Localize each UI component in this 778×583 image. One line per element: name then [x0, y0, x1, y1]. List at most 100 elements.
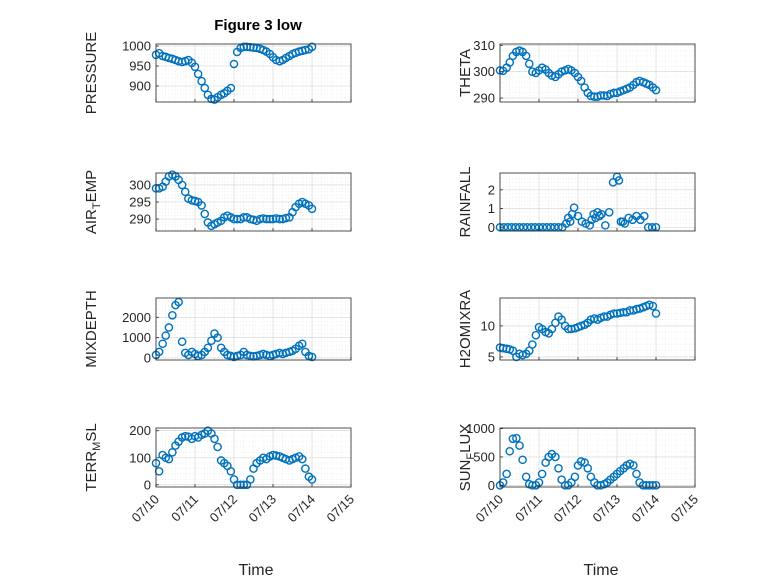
figure-title: Figure 3 low: [214, 17, 302, 34]
y-tick-label: 950: [129, 59, 151, 74]
data-point: [614, 176, 624, 185]
y-tick-label: 5: [488, 349, 495, 364]
plot-area: [500, 173, 695, 231]
data-point: [190, 62, 200, 72]
y-tick-label: 100: [129, 450, 151, 465]
data-point: [197, 76, 206, 86]
data-point: [239, 480, 249, 490]
subplot-air-temp: 290 295 300 AIRTEMP: [83, 170, 352, 234]
x-tick-label: 07/14: [285, 492, 319, 526]
x-tick-label: 07/12: [207, 492, 241, 526]
y-tick-label: 310: [473, 38, 495, 53]
data-point: [618, 217, 628, 226]
data-point: [301, 464, 310, 473]
y-tick-label: 0: [144, 350, 151, 365]
data-point: [502, 469, 511, 479]
data-point: [246, 475, 255, 484]
data-point: [638, 480, 648, 490]
data-point: [651, 85, 661, 95]
y-axis-label: MIXDEPTH: [83, 290, 100, 368]
data-point: [515, 441, 524, 450]
axes-frame: [155, 297, 352, 361]
y-tick-label: 300: [129, 177, 151, 192]
subplot-terr-msl: 0 100 200 07/10 07/11 07/12 07/13 07/14 07/15 TER…: [83, 423, 357, 525]
axes-frame: [499, 43, 696, 103]
data-point: [640, 211, 649, 221]
data-point: [168, 448, 177, 457]
plot-area: [156, 44, 351, 102]
x-axis-label-right: Time: [584, 562, 619, 579]
axes-frame: [499, 297, 696, 361]
data-point: [281, 213, 291, 223]
data-point: [498, 478, 508, 487]
data-point: [246, 351, 255, 361]
data-point: [200, 83, 210, 93]
data-point: [570, 472, 580, 482]
data-point: [164, 323, 174, 332]
data-point: [200, 209, 210, 219]
data-point: [524, 59, 534, 69]
axes-frame: [499, 172, 696, 232]
y-tick-label: 1: [488, 201, 495, 216]
data-point: [265, 214, 275, 224]
y-axis-label: H2OMIXRA: [457, 290, 474, 368]
data-point: [174, 297, 183, 307]
subplot-sun-flux: 0 500 1000 07/10 07/11 07/12 07/13 07/14 07/15 SU…: [457, 421, 701, 525]
data-point: [275, 214, 284, 224]
data-point: [590, 92, 599, 102]
data-point: [651, 309, 661, 318]
y-tick-label: 200: [129, 423, 151, 438]
y-tick-label: 295: [129, 195, 151, 210]
data-point: [609, 88, 619, 98]
data-point: [521, 472, 531, 482]
data-point: [551, 452, 560, 462]
data-point: [154, 347, 164, 357]
x-tick-label: 07/11: [512, 492, 545, 525]
y-tick-label: 290: [129, 212, 151, 227]
data-point: [154, 467, 164, 476]
data-point: [629, 461, 638, 470]
y-tick-label: 0: [488, 478, 495, 493]
data-point: [521, 51, 531, 61]
y-axis-label: SUNFLUX: [457, 424, 477, 492]
subplot-pressure: 900 950 1000 PRESSURE: [83, 32, 352, 114]
x-tick-label: 07/10: [129, 492, 163, 526]
data-point: [213, 442, 222, 452]
data-point: [226, 83, 236, 93]
x-tick-label: 07/13: [246, 492, 280, 526]
y-tick-label: 900: [129, 79, 151, 94]
data-point: [232, 351, 242, 361]
data-point: [158, 339, 167, 349]
data-point: [297, 339, 307, 349]
y-tick-label: 2: [488, 182, 495, 197]
x-tick-label: 07/10: [473, 492, 507, 526]
subplot-mixdepth: 0 1000 2000 MIXDEPTH: [83, 290, 352, 368]
y-tick-label: 0: [488, 220, 495, 235]
data-point: [573, 211, 583, 221]
data-point: [609, 309, 619, 318]
data-point: [557, 315, 566, 325]
data-point: [297, 454, 307, 464]
data-point: [651, 480, 661, 490]
data-point: [164, 454, 174, 464]
data-point: [576, 76, 586, 86]
data-point: [505, 446, 515, 456]
data-point: [210, 434, 219, 444]
data-point: [236, 480, 245, 490]
y-tick-label: 300: [473, 64, 495, 79]
x-tick-label: 07/15: [324, 492, 358, 526]
data-point: [601, 221, 610, 230]
data-point: [193, 69, 203, 79]
data-point: [508, 434, 518, 444]
data-point: [177, 337, 187, 347]
data-point: [512, 433, 521, 443]
y-tick-label: 500: [473, 449, 495, 464]
y-tick-label: 2000: [122, 310, 151, 325]
x-tick-label: 07/15: [668, 492, 702, 526]
data-point: [528, 340, 537, 349]
data-point: [180, 187, 190, 197]
